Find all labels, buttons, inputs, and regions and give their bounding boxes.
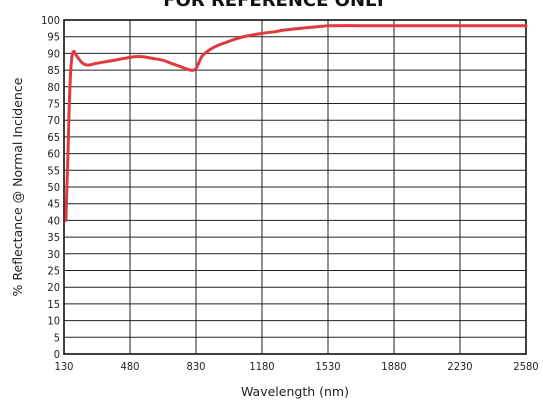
x-tick-label-2580: 2580	[513, 360, 538, 373]
y-tick-label-5: 5	[54, 331, 60, 344]
y-tick-label-75: 75	[47, 98, 60, 111]
x-tick-label-1530: 1530	[315, 360, 340, 373]
y-tick-label-0: 0	[54, 348, 60, 361]
plot-frame	[63, 19, 527, 355]
y-tick-label-100: 100	[41, 14, 60, 27]
y-tick-label-70: 70	[47, 114, 60, 127]
chart-title: FOR REFERENCE ONLY	[163, 0, 387, 11]
x-tick-label-2230: 2230	[447, 360, 472, 373]
x-tick-label-130: 130	[55, 360, 74, 373]
x-tick-label-830: 830	[187, 360, 206, 373]
y-tick-label-55: 55	[47, 164, 60, 177]
x-tick-label-1880: 1880	[381, 360, 406, 373]
x-tick-label-1180: 1180	[249, 360, 274, 373]
y-tick-label-15: 15	[47, 298, 60, 311]
y-tick-label-65: 65	[47, 131, 60, 144]
y-tick-label-30: 30	[47, 248, 60, 261]
y-tick-label-60: 60	[47, 148, 60, 161]
x-tick-label-480: 480	[121, 360, 140, 373]
y-axis-ticks: 0 5 10 15 20 25 30 35 40 45 50 55 60 65 70 75 80 85 90 95 10…	[41, 14, 60, 361]
y-tick-label-35: 35	[47, 231, 60, 244]
grid	[63, 19, 527, 355]
y-tick-label-45: 45	[47, 198, 60, 211]
y-tick-label-95: 95	[47, 31, 60, 44]
y-tick-label-50: 50	[47, 181, 60, 194]
y-tick-label-90: 90	[47, 47, 60, 60]
y-axis-label: % Reflectance @ Normal Incidence	[10, 77, 25, 296]
y-tick-label-20: 20	[47, 281, 60, 294]
y-tick-label-85: 85	[47, 64, 60, 77]
series-layer	[64, 24, 528, 222]
y-tick-label-25: 25	[47, 265, 60, 278]
x-axis-label: Wavelength (nm)	[241, 384, 349, 399]
y-tick-label-10: 10	[47, 315, 60, 328]
series-line-0	[64, 24, 528, 222]
x-axis-ticks: 130 480 830 1180 1530 1880 2230 2580	[55, 360, 539, 373]
y-tick-label-40: 40	[47, 214, 60, 227]
y-tick-label-80: 80	[47, 81, 60, 94]
